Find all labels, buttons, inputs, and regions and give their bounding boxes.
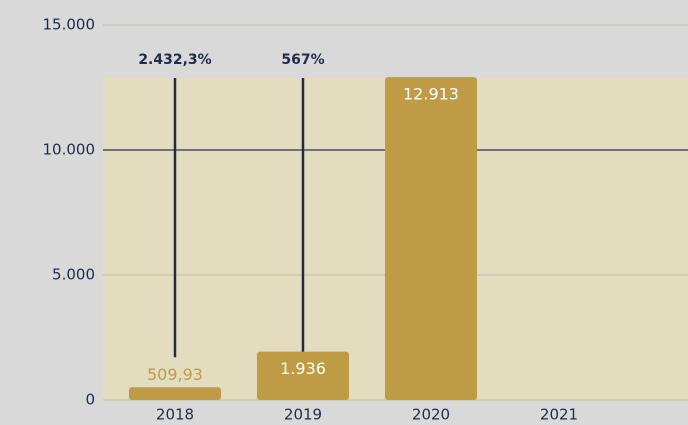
y-tick-label: 10.000 — [43, 141, 96, 159]
bar — [257, 351, 349, 400]
x-tick-label: 2020 — [412, 406, 450, 424]
value-label: 509,93 — [147, 365, 203, 384]
value-label: 1.936 — [280, 359, 326, 378]
x-tick-label: 2021 — [540, 406, 578, 424]
x-tick-label: 2019 — [284, 406, 322, 424]
bar — [129, 387, 221, 400]
x-tick-label: 2018 — [156, 406, 194, 424]
value-label: 12.913 — [403, 85, 459, 104]
annotation: 567% — [281, 52, 324, 68]
y-tick-label: 15.000 — [43, 16, 96, 34]
bar — [385, 77, 477, 401]
y-tick-label: 0 — [85, 391, 95, 409]
annotation: 2.432,3% — [138, 52, 211, 68]
y-tick-label: 5.000 — [52, 266, 95, 284]
